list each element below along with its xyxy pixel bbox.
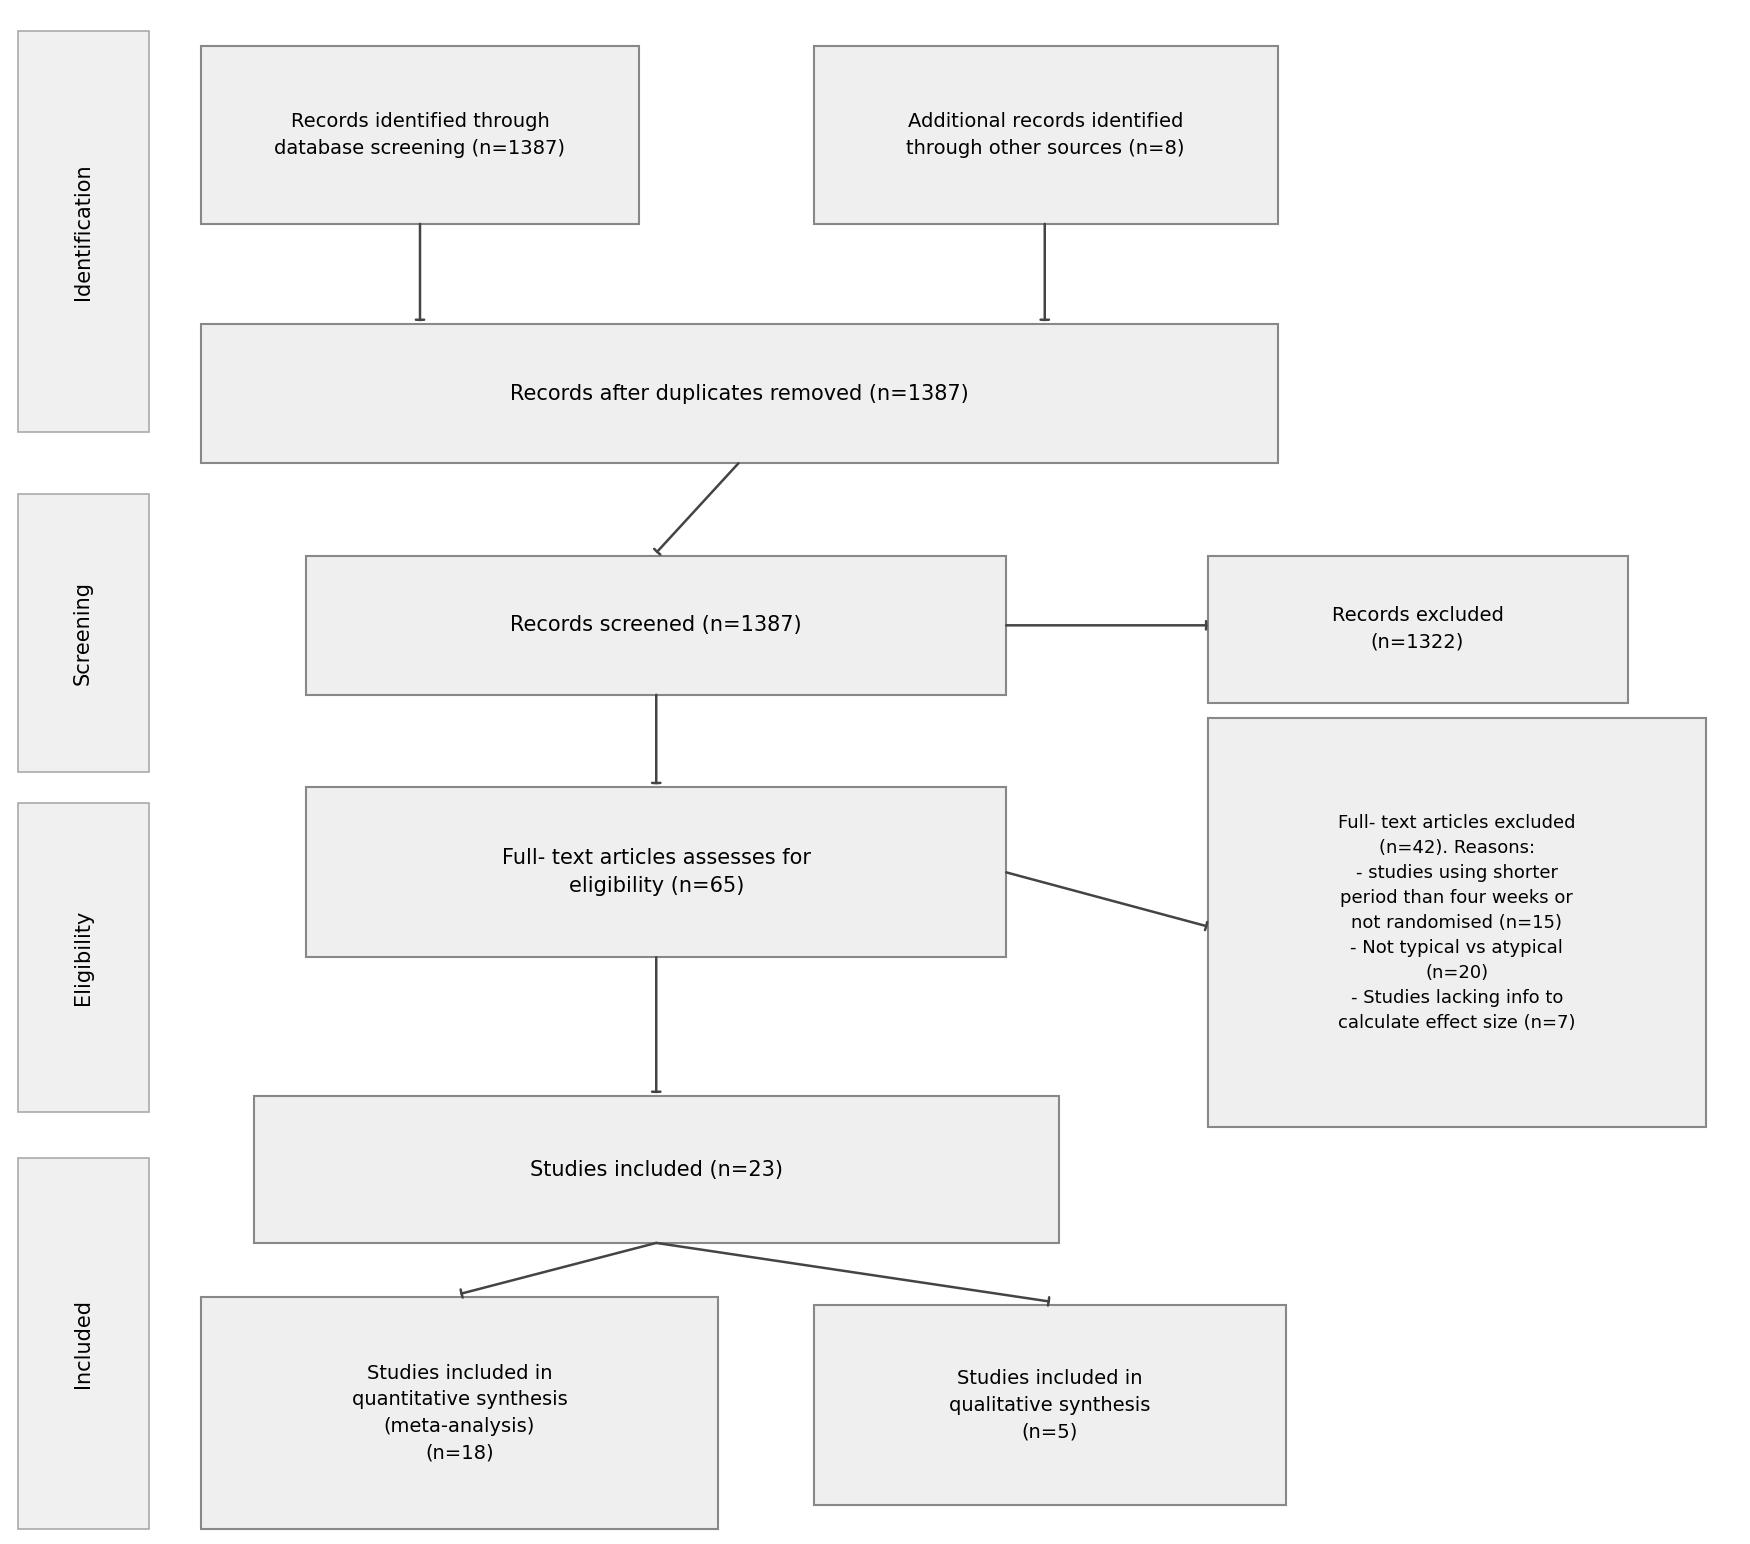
Text: Studies included in
quantitative synthesis
(meta-analysis)
(n=18): Studies included in quantitative synthes…	[352, 1363, 567, 1462]
Text: Full- text articles assesses for
eligibility (n=65): Full- text articles assesses for eligibi…	[502, 848, 810, 897]
Text: Identification: Identification	[74, 164, 93, 300]
Text: Eligibility: Eligibility	[74, 909, 93, 1005]
Text: Records after duplicates removed (n=1387): Records after duplicates removed (n=1387…	[509, 384, 970, 403]
Text: Studies included (n=23): Studies included (n=23)	[530, 1160, 782, 1180]
FancyBboxPatch shape	[814, 1305, 1286, 1505]
FancyBboxPatch shape	[201, 1297, 718, 1529]
Text: Studies included in
qualitative synthesis
(n=5): Studies included in qualitative synthesi…	[949, 1370, 1152, 1441]
FancyBboxPatch shape	[18, 31, 149, 432]
Text: Records identified through
database screening (n=1387): Records identified through database scre…	[275, 113, 565, 157]
FancyBboxPatch shape	[306, 787, 1006, 957]
FancyBboxPatch shape	[18, 1158, 149, 1529]
Text: Records excluded
(n=1322): Records excluded (n=1322)	[1332, 607, 1503, 652]
FancyBboxPatch shape	[201, 46, 639, 224]
Text: Records screened (n=1387): Records screened (n=1387)	[511, 616, 802, 635]
Text: Screening: Screening	[74, 581, 93, 686]
FancyBboxPatch shape	[201, 324, 1278, 463]
FancyBboxPatch shape	[254, 1096, 1059, 1243]
Text: Full- text articles excluded
(n=42). Reasons:
- studies using shorter
period tha: Full- text articles excluded (n=42). Rea…	[1339, 814, 1575, 1031]
Text: Included: Included	[74, 1299, 93, 1388]
FancyBboxPatch shape	[814, 46, 1278, 224]
FancyBboxPatch shape	[18, 494, 149, 772]
FancyBboxPatch shape	[1208, 556, 1628, 703]
FancyBboxPatch shape	[1208, 718, 1706, 1127]
FancyBboxPatch shape	[306, 556, 1006, 695]
FancyBboxPatch shape	[18, 803, 149, 1112]
Text: Additional records identified
through other sources (n=8): Additional records identified through ot…	[906, 113, 1185, 157]
